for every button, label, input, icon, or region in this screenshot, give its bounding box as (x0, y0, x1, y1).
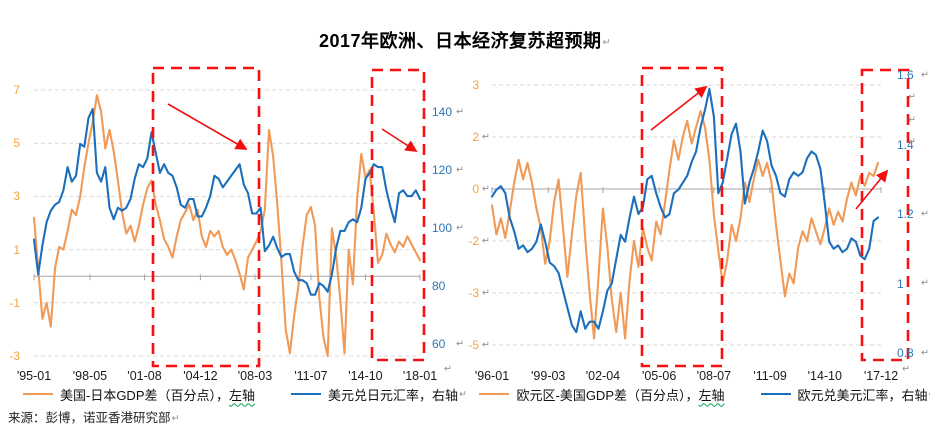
legend-left-chart: 美国-日本GDP差（百分点）， 左轴 美元兑日元汇率， 右轴 ↵ (22, 383, 467, 405)
series-line-us-japan-gdp-gap (32, 94, 422, 358)
y-axis-tick-label-left: 1 (13, 242, 20, 257)
paragraph-mark-icon: ↵ (444, 363, 452, 375)
paragraph-mark-icon: ↵ (456, 106, 464, 118)
legend-axis-note: 左轴 (229, 387, 256, 403)
x-axis-tick-label: '04-12 (183, 369, 218, 383)
trend-arrow (855, 169, 889, 210)
legend-item-eur-usd: 欧元兑美元汇率，右轴↵ (760, 385, 930, 404)
paragraph-mark-icon: ↵ (482, 339, 490, 351)
y-axis-tick-label-left: 2 (472, 130, 479, 144)
paragraph-mark-icon: ↵ (921, 208, 929, 220)
legend-axis-note: 左轴 (698, 387, 725, 403)
x-axis-tick-label: '01-08 (127, 369, 162, 383)
highlight-box (151, 66, 261, 368)
x-axis-tick-label: '17-12 (863, 369, 899, 383)
paragraph-mark-icon: ↵ (921, 69, 929, 81)
paragraph-mark-icon: ↵ (456, 222, 464, 234)
x-axis-tick-label: '96-01 (474, 369, 510, 383)
y-axis-tick-label-left: -5 (468, 338, 479, 352)
y-axis-tick-label-right: 80 (432, 279, 446, 293)
paragraph-mark-icon: ↵ (482, 131, 490, 143)
paragraph-mark-icon: ↵ (921, 277, 929, 289)
x-axis-tick-label: '14-10 (807, 369, 842, 383)
y-axis-tick-label-left: 0 (472, 182, 479, 196)
highlight-box (640, 66, 724, 368)
y-axis-tick-label-left: -3 (9, 349, 20, 363)
source-note: 来源：彭博，诺亚香港研究部↵ (8, 407, 179, 426)
y-axis-tick-label-left: 7 (13, 83, 20, 97)
paragraph-mark-icon: ↵ (908, 114, 916, 126)
y-axis-tick-label-right: 100 (432, 221, 453, 235)
paragraph-mark-icon: ↵ (908, 136, 916, 148)
y-axis-tick-label-right: 1 (897, 276, 904, 291)
trend-arrow (381, 128, 418, 152)
paragraph-mark-icon: ↵ (456, 338, 464, 350)
trend-arrow (650, 85, 708, 131)
legend-axis-note: 右轴 (901, 387, 928, 403)
y-axis-tick-label-right: 60 (432, 337, 446, 351)
x-axis-tick-label: '08-03 (237, 369, 273, 383)
legend-swatch-blue (291, 392, 322, 396)
y-axis-tick-label-right: 140 (432, 105, 453, 119)
paragraph-mark-icon: ↵ (908, 91, 916, 103)
y-axis-tick-label-right: 120 (432, 163, 453, 177)
legend-label: 美元兑日元汇率， (328, 387, 433, 403)
paragraph-mark-icon: ↵ (902, 363, 910, 375)
figure-title-text: 2017年欧洲、日本经济复苏超预期 (318, 31, 602, 51)
x-axis-tick-label: '14-10 (348, 369, 383, 383)
source-text: 来源：彭博，诺亚香港研究部 (8, 411, 171, 425)
trend-arrow (167, 103, 248, 150)
x-axis-tick-label: '18-01 (402, 369, 438, 383)
paragraph-mark-icon: ↵ (482, 287, 490, 299)
highlight-box (370, 68, 426, 362)
x-axis-tick-label: '99-03 (531, 369, 566, 383)
x-axis-tick-label: '95-01 (16, 369, 52, 383)
legend-item-gdp-gap-euro-us: 欧元区-美国GDP差（百分点）， 左轴 (479, 385, 725, 404)
legend-swatch-orange (22, 392, 53, 396)
figure-title: 2017年欧洲、日本经济复苏超预期↵ (0, 27, 930, 53)
y-axis-tick-label-right: 1.2 (897, 207, 914, 221)
legend-label: 欧元区-美国GDP差（百分点）， (516, 387, 699, 403)
legend-label: 美国-日本GDP差（百分点）， (59, 387, 229, 403)
legend-right-chart: 欧元区-美国GDP差（百分点），左轴 欧元兑美元汇率，右轴↵ (479, 383, 930, 405)
y-axis-tick-label-right: 1.4 (897, 137, 914, 152)
y-axis-tick-label-left: 5 (13, 136, 20, 151)
x-axis-tick-label: '08-07 (696, 369, 732, 383)
paragraph-mark-icon: ↵ (456, 164, 464, 176)
legend-item-gdp-gap-us-japan: 美国-日本GDP差（百分点）， 左轴 (22, 385, 256, 404)
x-axis-tick-label: '02-04 (585, 369, 621, 383)
paragraph-mark-icon: ↵ (602, 36, 611, 48)
y-axis-tick-label-left: 3 (13, 189, 20, 204)
y-axis-tick-label-left: 3 (472, 78, 479, 92)
legend-label: 欧元兑美元汇率， (797, 387, 902, 403)
y-axis-tick-label-left: -3 (468, 286, 479, 300)
y-axis-tick-label-left: -2 (468, 234, 479, 248)
paragraph-mark-icon: ↵ (921, 347, 929, 359)
series-line-usd-jpy (32, 108, 422, 296)
paragraph-mark-icon: ↵ (171, 413, 180, 425)
paragraph-mark-icon: ↵ (482, 183, 490, 195)
legend-swatch-orange (479, 392, 510, 396)
paragraph-mark-icon: ↵ (482, 235, 490, 247)
x-axis-tick-label: '05-06 (641, 369, 677, 383)
y-axis-tick-label-left: -1 (9, 295, 20, 310)
series-line-euro-us-gdp-gap (490, 109, 880, 340)
x-axis-tick-label: '98-05 (72, 369, 108, 383)
x-axis-tick-label: '11-09 (753, 369, 787, 383)
x-axis-tick-label: '11-07 (294, 369, 328, 383)
legend-axis-note: 右轴 (432, 387, 459, 403)
y-axis-tick-label-right: 0.8 (897, 346, 914, 360)
legend-item-usd-jpy: 美元兑日元汇率， 右轴 ↵ (291, 385, 467, 404)
paragraph-mark-icon: ↵ (459, 388, 468, 400)
series-line-eur-usd (490, 87, 880, 334)
paragraph-mark-icon: ↵ (928, 389, 930, 400)
legend-swatch-blue (760, 392, 791, 396)
y-axis-tick-label-right: 1.6 (897, 68, 914, 82)
